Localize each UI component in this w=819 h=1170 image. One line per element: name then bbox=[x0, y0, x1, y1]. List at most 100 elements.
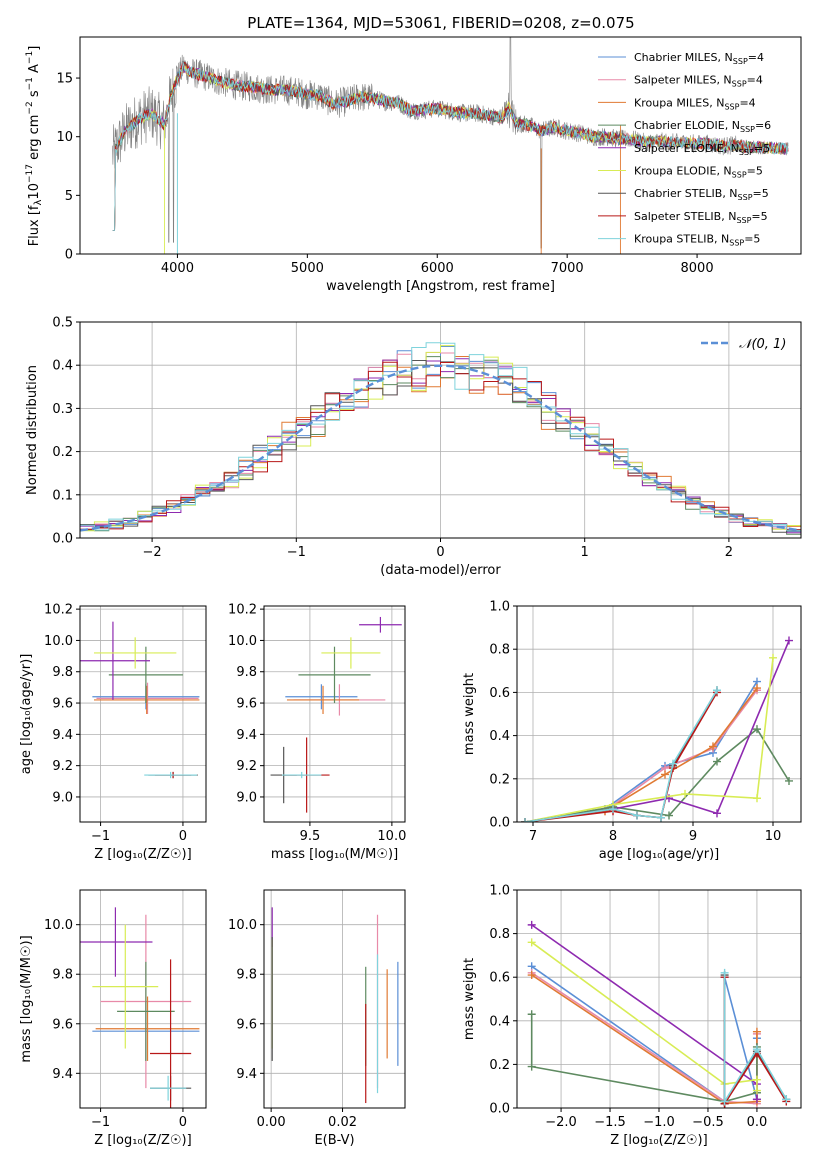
x-tick-label: −1.5 bbox=[594, 1115, 626, 1130]
legend-n-symbol: , N bbox=[718, 51, 733, 64]
x-axis-label: (data-model)/error bbox=[380, 563, 501, 578]
x-tick-label: 9 bbox=[689, 829, 697, 844]
mass-weight-line bbox=[524, 691, 718, 822]
plot-area bbox=[271, 907, 399, 1104]
y-axis-label-part: λ bbox=[33, 199, 44, 205]
y-tick-label: 10.0 bbox=[228, 918, 257, 933]
mass-weight-marker bbox=[527, 1062, 536, 1071]
x-tick-label: 0 bbox=[179, 1115, 187, 1130]
mass-weight-marker bbox=[752, 1095, 761, 1104]
legend-entry: Chabrier STELIB, NSSP=5 bbox=[634, 187, 769, 202]
y-tick-label: 9.6 bbox=[236, 697, 257, 712]
y-tick-label: 10.0 bbox=[44, 634, 73, 649]
mass-weight-marker bbox=[782, 1095, 791, 1104]
legend-n-symbol: , N bbox=[725, 119, 740, 132]
y-axis-label-part: −17 bbox=[25, 164, 35, 183]
figure-title: PLATE=1364, MJD=53061, FIBERID=0208, z=0… bbox=[247, 14, 634, 32]
mass-weight-marker bbox=[609, 805, 617, 814]
y-tick-label: 9.2 bbox=[52, 759, 73, 774]
x-axis-label: mass [log₁₀(M/M☉)] bbox=[271, 847, 398, 862]
mass-weight-marker bbox=[752, 1086, 761, 1095]
mass-weight-marker bbox=[521, 818, 529, 822]
y-tick-label: 0.5 bbox=[52, 316, 73, 331]
legend-n-subscript: SSP bbox=[732, 171, 747, 180]
x-axis-label: Z [log₁₀(Z/Z☉)] bbox=[610, 1133, 707, 1148]
legend-n-symbol: , N bbox=[709, 96, 724, 109]
legend-n-value: =5 bbox=[753, 187, 769, 200]
x-tick-label: 0 bbox=[179, 829, 187, 844]
y-axis-label-part: −2 bbox=[25, 101, 35, 114]
y-tick-label: 9.8 bbox=[52, 665, 73, 680]
legend-n-symbol: , N bbox=[724, 142, 739, 155]
y-axis-label: mass [log₁₀(M/M☉)] bbox=[19, 935, 34, 1062]
y-tick-label: 0.6 bbox=[489, 971, 510, 986]
x-axis-label: Z [log₁₀(Z/Z☉)] bbox=[94, 1133, 191, 1148]
legend-n-subscript: SSP bbox=[729, 239, 744, 248]
plot-area bbox=[80, 621, 200, 779]
gaussian-curve bbox=[80, 364, 801, 532]
plot-area bbox=[80, 342, 801, 535]
axes-frame bbox=[516, 605, 802, 823]
y-axis-label-part: ] bbox=[27, 46, 42, 51]
legend-n-subscript: SSP bbox=[740, 125, 755, 134]
y-tick-label: 9.4 bbox=[52, 1067, 73, 1082]
y-tick-label: 0.6 bbox=[489, 686, 510, 701]
y-axis-label: mass weight bbox=[462, 673, 477, 755]
legend-n-subscript: SSP bbox=[739, 148, 754, 157]
legend-entry: Salpeter MILES, NSSP=4 bbox=[634, 74, 763, 89]
y-tick-label: 0.2 bbox=[489, 1058, 510, 1073]
mass-weight-line bbox=[531, 941, 758, 1091]
x-axis-label: Z [log₁₀(Z/Z☉)] bbox=[94, 847, 191, 862]
x-tick-label: −2.0 bbox=[545, 1115, 577, 1130]
y-tick-label: 0.3 bbox=[52, 402, 73, 417]
y-axis-label-part: A bbox=[27, 64, 42, 77]
x-axis-label: wavelength [Angstrom, rest frame] bbox=[326, 279, 555, 294]
axes-frame bbox=[79, 605, 207, 823]
y-tick-label: 9.6 bbox=[52, 1017, 73, 1032]
mass-weight-marker bbox=[527, 971, 536, 980]
mass-weight-marker bbox=[753, 794, 761, 803]
y-tick-label: 10.0 bbox=[44, 918, 73, 933]
y-tick-label: 0.8 bbox=[489, 643, 510, 658]
legend-n-subscript: SSP bbox=[724, 102, 739, 111]
panel-spectrum: 4000 5000 6000 7000 8000 0 5 10 15 wavelength [An… bbox=[25, 36, 802, 294]
legend-n-symbol: , N bbox=[721, 210, 736, 223]
legend-n-value: =4 bbox=[739, 96, 755, 109]
residual-histogram bbox=[80, 356, 801, 527]
x-tick-label: 4000 bbox=[161, 261, 194, 276]
mass-weight-marker bbox=[665, 811, 673, 820]
legend-entry: Kroupa ELODIE, NSSP=5 bbox=[634, 165, 763, 180]
y-tick-label: 9.2 bbox=[236, 759, 257, 774]
x-tick-label: 0.0 bbox=[747, 1115, 768, 1130]
y-tick-label: 10.0 bbox=[228, 634, 257, 649]
panel-mass-vs-EBV: 0.00 0.02 9.4 9.6 9.8 10.0 E(B-V) bbox=[228, 889, 406, 1148]
mass-weight-marker bbox=[753, 725, 761, 734]
residual-histogram bbox=[80, 342, 801, 531]
residual-histogram bbox=[80, 361, 801, 530]
y-axis-label: Normed distribution bbox=[25, 365, 40, 495]
mass-weight-marker bbox=[713, 809, 721, 818]
y-tick-label: 9.0 bbox=[236, 790, 257, 805]
y-tick-label: 0.4 bbox=[489, 729, 510, 744]
y-axis-label: Flux [fλ10−17 erg cm−2 s−1 A−1] bbox=[25, 46, 44, 247]
mass-weight-marker bbox=[769, 653, 777, 662]
mass-weight-line bbox=[524, 727, 790, 822]
legend-model-name: Salpeter MILES bbox=[634, 74, 716, 87]
y-axis-label-part: 10 bbox=[27, 183, 42, 200]
y-tick-label: 5 bbox=[65, 189, 73, 204]
y-axis-label: mass weight bbox=[462, 958, 477, 1040]
legend-n-subscript: SSP bbox=[733, 57, 748, 66]
x-tick-label: −1 bbox=[91, 1115, 110, 1130]
legend-model-name: Salpeter STELIB bbox=[634, 210, 721, 223]
axes-frame bbox=[79, 36, 802, 255]
legend-model-name: Salpeter ELODIE bbox=[634, 142, 724, 155]
y-tick-label: 10 bbox=[56, 130, 73, 145]
y-tick-label: 1.0 bbox=[489, 884, 510, 899]
axes-frame bbox=[263, 605, 406, 823]
plot-area bbox=[521, 636, 793, 822]
x-tick-label: 9.5 bbox=[300, 829, 321, 844]
legend-n-value: =5 bbox=[744, 233, 760, 246]
mass-weight-marker bbox=[713, 757, 721, 766]
